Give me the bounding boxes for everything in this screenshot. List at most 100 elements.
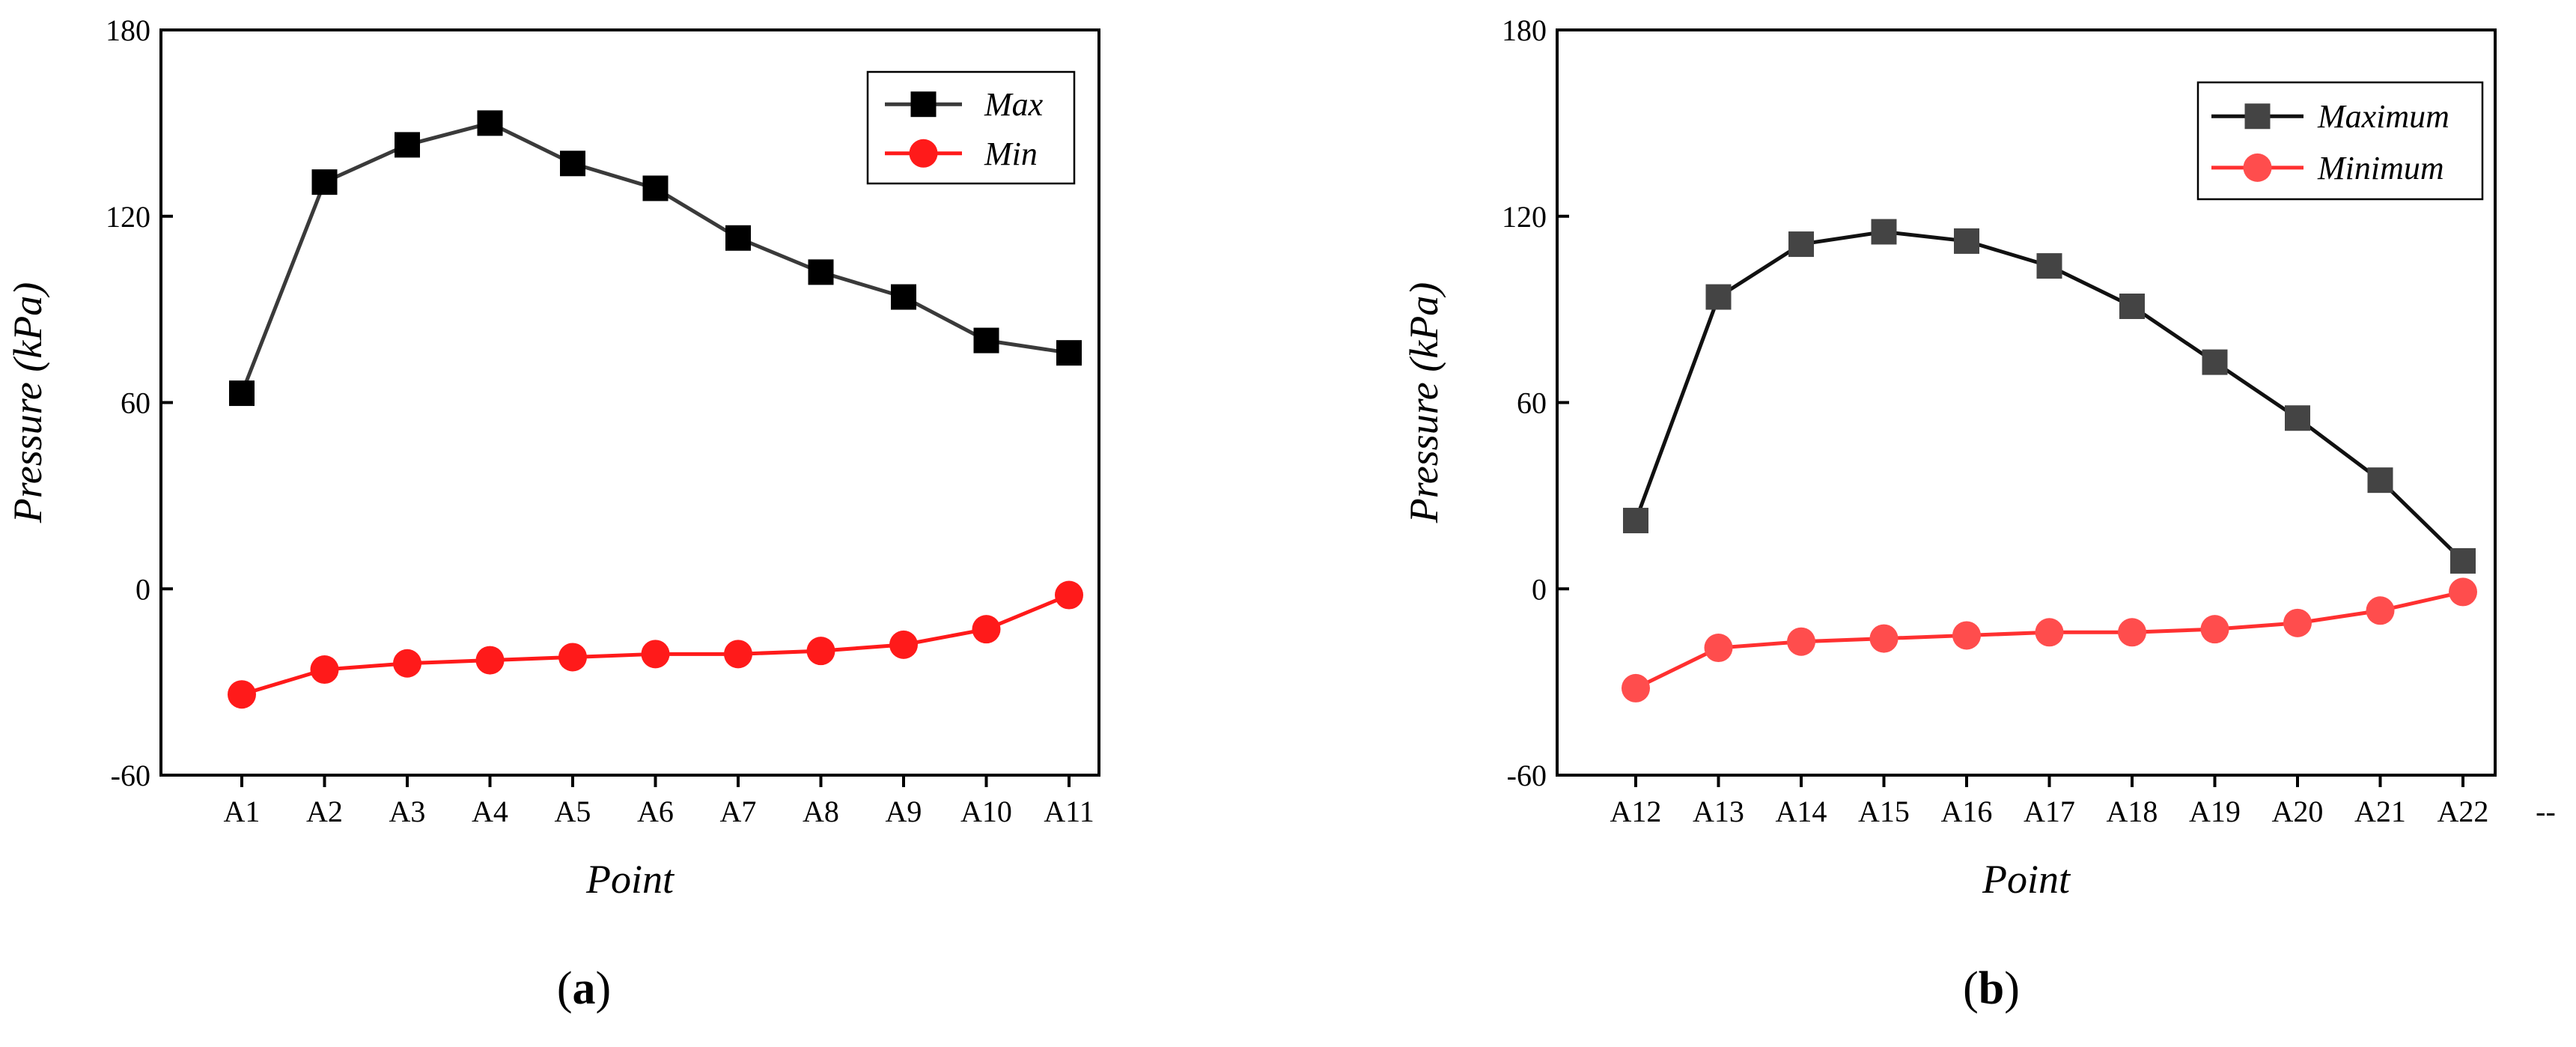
data-point-circle [2118, 618, 2146, 647]
y-tick-label: 120 [106, 200, 150, 234]
data-point-square [311, 169, 338, 195]
data-point-square [2036, 253, 2062, 279]
x-tick-label: A12 [1610, 795, 1662, 828]
data-point-square [2285, 405, 2310, 431]
data-point-circle [2200, 615, 2229, 644]
series-line [1633, 229, 2464, 562]
y-tick-label: 60 [1517, 386, 1547, 420]
data-point-square [2367, 467, 2393, 494]
data-point-circle [1704, 634, 1733, 663]
x-tick-label: A11 [1044, 795, 1094, 828]
data-point-square [229, 380, 255, 407]
data-point-circle [2366, 596, 2395, 625]
data-point-square [1705, 284, 1732, 310]
x-tick-label: A14 [1776, 795, 1827, 828]
data-point-square [808, 259, 834, 285]
data-point-square [973, 327, 999, 353]
data-point-circle [310, 655, 339, 685]
data-point-square [642, 175, 669, 201]
x-tick-label: A18 [2107, 795, 2158, 828]
x-tick-label: A22 [2438, 795, 2489, 828]
x-tick-label: A15 [1858, 795, 1910, 828]
data-point-circle [558, 643, 587, 672]
y-axis-title: Pressure (kPa) [1401, 282, 1446, 524]
data-point-square [891, 284, 916, 310]
legend: Max Min [866, 70, 1076, 185]
data-point-circle [889, 630, 918, 659]
series-minimum [1622, 577, 2477, 702]
x-tick-label: A17 [2024, 795, 2075, 828]
x-tick-label: A20 [2272, 795, 2324, 828]
y-axis-title: Pressure (kPa) [5, 282, 50, 524]
x-tick-label: A19 [2189, 795, 2241, 828]
legend-label: Min [984, 136, 1038, 172]
data-point-square [560, 151, 585, 177]
data-point-circle [1869, 624, 1898, 653]
data-point-circle [475, 646, 505, 675]
data-point-circle [1952, 621, 1981, 650]
legend-label: Max [984, 86, 1044, 123]
legend-label: Minimum [2317, 150, 2444, 186]
data-point-circle [806, 637, 835, 666]
legend-item: Min [885, 136, 1038, 172]
x-tick-label-extra: -- [2536, 795, 2556, 828]
data-point-square [2450, 547, 2476, 574]
y-tick-label: 180 [106, 13, 150, 47]
x-axis-title: Point [1982, 857, 2071, 902]
y-tick-label: 60 [121, 386, 150, 420]
x-tick-label: A16 [1941, 795, 1993, 828]
data-point-square [1871, 219, 1897, 245]
legend-marker-circle [909, 139, 938, 168]
data-point-circle [1055, 580, 1083, 610]
y-tick-label: -60 [1507, 759, 1547, 792]
data-point-square [1788, 231, 1814, 258]
data-point-circle [2283, 608, 2312, 637]
legend-marker-square [910, 91, 937, 118]
data-point-square [2202, 349, 2228, 375]
legend-item: Maximum [2211, 98, 2449, 135]
data-point-square [725, 225, 751, 251]
y-tick-label: -60 [111, 759, 150, 792]
data-point-square [1623, 508, 1648, 534]
series-max [229, 110, 1082, 407]
x-tick-label: A5 [555, 795, 591, 828]
data-point-circle [972, 615, 1001, 644]
x-tick-label: A9 [886, 795, 922, 828]
data-point-circle [724, 640, 752, 669]
x-axis-title: Point [585, 857, 675, 902]
data-point-circle [641, 640, 670, 669]
legend: Maximum Minimum [2196, 81, 2484, 201]
series-min [228, 580, 1083, 709]
data-point-square [1056, 340, 1082, 366]
y-tick-label: 0 [1532, 572, 1547, 606]
data-point-circle [2035, 618, 2064, 647]
chart-panel-b: -60 0 60 120 180 A12 A13 A14 A15 A16 A17 A18 A19 A20 A… [1401, 13, 2556, 1014]
data-point-square [477, 110, 503, 136]
legend-box [2196, 81, 2484, 201]
legend-label: Maximum [2317, 98, 2449, 135]
legend-item: Minimum [2211, 150, 2444, 186]
data-point-circle [228, 680, 256, 709]
x-tick-label: A13 [1693, 795, 1744, 828]
chart-panel-a: -60 0 60 120 180 A1 A2 A3 A4 A5 A6 A7 A8 A9 A10 A11 Poin… [5, 13, 1100, 1014]
y-tick-label: 0 [136, 572, 150, 606]
data-point-square [395, 132, 420, 158]
x-tick-label: A1 [224, 795, 261, 828]
data-point-circle [2449, 577, 2477, 607]
x-tick-label: A3 [389, 795, 426, 828]
legend-box [866, 70, 1076, 185]
data-point-circle [393, 649, 421, 678]
panel-label: (a) [557, 963, 611, 1014]
legend-marker-circle [2243, 153, 2272, 182]
x-tick-label: A10 [960, 795, 1012, 828]
panel-label: (b) [1963, 963, 2020, 1014]
data-point-square [1954, 228, 1979, 254]
y-tick-label: 120 [1502, 200, 1547, 234]
data-point-circle [1787, 627, 1815, 656]
legend-item: Max [885, 86, 1044, 123]
x-tick-label: A7 [720, 795, 757, 828]
x-tick-label: A8 [803, 795, 839, 828]
data-point-circle [1622, 673, 1650, 702]
x-tick-label: A21 [2354, 795, 2406, 828]
